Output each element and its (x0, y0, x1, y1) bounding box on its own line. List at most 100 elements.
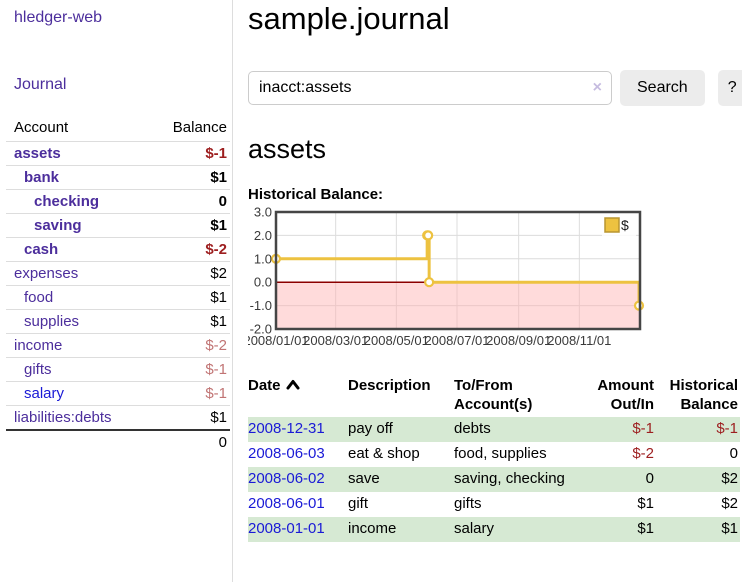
svg-text:2008/09/01: 2008/09/01 (486, 333, 551, 348)
table-row: 2008-06-01 gift gifts $1 $2 (248, 492, 740, 517)
account-row: salary $-1 (6, 381, 230, 406)
svg-text:-1.0: -1.0 (250, 298, 272, 313)
svg-text:2008/03/01: 2008/03/01 (303, 333, 368, 348)
page-title: sample.journal (248, 1, 450, 36)
transaction-amount: 0 (645, 470, 654, 487)
account-link-checking[interactable]: checking (34, 193, 100, 210)
account-balance: $-2 (144, 237, 230, 262)
account-link-liabilities-debts[interactable]: liabilities:debts (14, 409, 112, 426)
accounts-table: Account Balance assets $-1 bank $1 checking 0… (6, 115, 230, 454)
account-link-assets[interactable]: assets (14, 145, 61, 162)
column-header-accounts[interactable]: To/From Account(s) (454, 377, 533, 413)
account-heading: assets (248, 134, 327, 164)
transaction-description: income (348, 520, 397, 537)
accounts-total-balance: 0 (144, 429, 230, 454)
transaction-accounts: food, supplies (454, 445, 547, 462)
transaction-amount: $-2 (632, 445, 654, 462)
transaction-balance: $2 (721, 470, 738, 487)
svg-text:2.0: 2.0 (254, 228, 272, 243)
transaction-date-link[interactable]: 2008-06-01 (248, 495, 325, 512)
account-balance: $-2 (144, 333, 230, 358)
search-button[interactable]: Search (620, 70, 705, 106)
account-link-gifts[interactable]: gifts (24, 361, 52, 378)
register-table: Date Description To/From Account(s) Amou… (248, 376, 740, 542)
transaction-balance: $-1 (716, 420, 738, 437)
svg-text:0.0: 0.0 (254, 275, 272, 290)
account-row: bank $1 (6, 165, 230, 190)
app-title-link[interactable]: hledger-web (14, 9, 103, 26)
search-input-wrap: × (248, 71, 612, 105)
column-header-balance[interactable]: Historical Balance (669, 377, 738, 413)
clear-search-icon[interactable]: × (592, 79, 602, 96)
account-balance: $2 (144, 261, 230, 286)
account-link-income[interactable]: income (14, 337, 63, 354)
svg-text:-2.0: -2.0 (250, 322, 272, 337)
svg-text:2008/11/01: 2008/11/01 (547, 333, 611, 348)
chart-title: Historical Balance: (248, 186, 384, 203)
svg-text:2008/01/01: 2008/01/01 (248, 333, 309, 348)
account-row: expenses $2 (6, 261, 230, 286)
transaction-accounts: debts (454, 420, 491, 437)
account-balance: $-1 (144, 141, 230, 166)
sort-ascending-icon (286, 376, 300, 395)
table-row: 2008-01-01 income salary $1 $1 (248, 517, 740, 542)
svg-text:$: $ (621, 217, 629, 233)
transaction-amount: $1 (637, 495, 654, 512)
account-row: food $1 (6, 285, 230, 310)
account-balance: $1 (144, 405, 230, 430)
transaction-date-link[interactable]: 2008-06-02 (248, 470, 325, 487)
transaction-balance: 0 (729, 445, 738, 462)
account-balance: $1 (144, 165, 230, 190)
account-balance: 0 (144, 189, 230, 214)
transaction-description: eat & shop (348, 445, 420, 462)
transaction-accounts: gifts (454, 495, 482, 512)
column-header-amount[interactable]: Amount Out/In (597, 377, 654, 413)
historical-balance-chart: $3.0 2.0 1.0 0.0 -1.0 -2.0 2008/01/01 2008/03/0… (243, 205, 740, 356)
table-row: 2008-06-02 save saving, checking 0 $2 (248, 467, 740, 492)
table-row: 2008-12-31 pay off debts $-1 $-1 (248, 417, 740, 442)
account-row: assets $-1 (6, 141, 230, 166)
account-balance: $1 (144, 309, 230, 334)
account-link-supplies[interactable]: supplies (24, 313, 80, 330)
accounts-total-row: 0 (6, 429, 230, 454)
svg-text:1.0: 1.0 (254, 251, 272, 266)
transaction-description: gift (348, 495, 369, 512)
account-balance: $-1 (144, 357, 230, 382)
transaction-amount: $1 (637, 520, 654, 537)
table-row: 2008-06-03 eat & shop food, supplies $-2 0 (248, 442, 740, 467)
accounts-header-account: Account (14, 119, 69, 136)
account-row: gifts $-1 (6, 357, 230, 382)
account-link-salary[interactable]: salary (24, 385, 65, 402)
account-link-cash[interactable]: cash (24, 241, 59, 258)
account-link-bank[interactable]: bank (24, 169, 60, 186)
account-balance: $-1 (144, 381, 230, 406)
column-header-description[interactable]: Description (348, 377, 431, 394)
account-row: liabilities:debts $1 (6, 405, 230, 430)
transaction-accounts: salary (454, 520, 495, 537)
account-row: supplies $1 (6, 309, 230, 334)
sidebar-item-journal[interactable]: Journal (14, 76, 67, 93)
help-button[interactable]: ? (717, 70, 742, 106)
main-content: sample.journal × Search ? assets Histori… (243, 0, 742, 542)
transaction-description: save (348, 470, 380, 487)
account-link-expenses[interactable]: expenses (14, 265, 79, 282)
transaction-date-link[interactable]: 2008-01-01 (248, 520, 325, 537)
register-header-row: Date Description To/From Account(s) Amou… (248, 376, 740, 417)
svg-text:2008/07/01: 2008/07/01 (424, 333, 489, 348)
transaction-date-link[interactable]: 2008-06-03 (248, 445, 325, 462)
transaction-date-link[interactable]: 2008-12-31 (248, 420, 325, 437)
accounts-header-balance: Balance (172, 119, 227, 136)
account-row: income $-2 (6, 333, 230, 358)
accounts-header-row: Account Balance (6, 115, 230, 142)
account-balance: $1 (144, 285, 230, 310)
column-header-date[interactable]: Date (248, 376, 348, 417)
svg-text:3.0: 3.0 (254, 207, 272, 220)
account-link-saving[interactable]: saving (34, 217, 82, 234)
transaction-description: pay off (348, 420, 393, 437)
account-link-food[interactable]: food (24, 289, 54, 306)
search-input[interactable] (248, 71, 612, 105)
svg-text:2008/05/01: 2008/05/01 (364, 333, 429, 348)
search-form: × Search ? (248, 70, 742, 106)
account-row: saving $1 (6, 213, 230, 238)
